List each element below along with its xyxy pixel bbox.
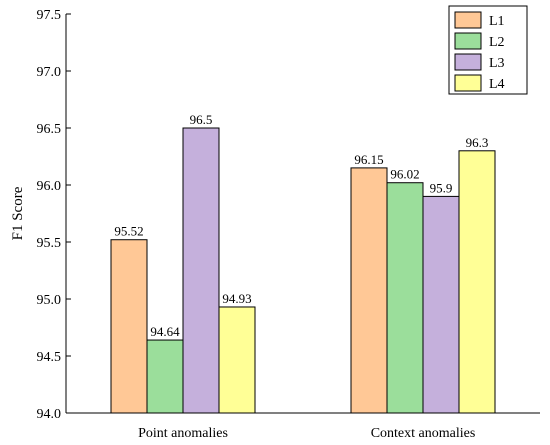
legend-swatch-l2 — [454, 32, 482, 50]
legend-label-l3: L3 — [489, 56, 505, 71]
data-label: 96.15 — [354, 152, 383, 167]
legend-swatch-l1 — [454, 11, 482, 29]
bar-l4-0 — [218, 306, 256, 414]
y-tick-label: 97.5 — [37, 8, 62, 23]
y-tick-label: 95.0 — [37, 293, 62, 308]
y-tick-label: 94.0 — [37, 407, 62, 422]
x-axis-ticks: Point anomalies Context anomalies — [138, 408, 475, 441]
x-tick-label: Context anomalies — [371, 426, 476, 441]
y-tick-label: 96.0 — [37, 179, 62, 194]
data-label: 94.64 — [150, 324, 180, 339]
legend-swatch-l4 — [454, 74, 482, 92]
data-label: 96.02 — [390, 167, 419, 182]
y-axis-ticks: 94.0 94.5 95.0 95.5 96.0 96.5 97.0 97.5 — [37, 8, 71, 422]
bar-l1-1 — [350, 167, 388, 414]
bar-l3-0 — [182, 127, 220, 414]
data-label: 96.5 — [190, 112, 213, 127]
data-label: 94.93 — [222, 291, 251, 306]
bar-l1-0 — [110, 239, 148, 414]
legend: L1 L2 L3 L4 — [448, 5, 528, 95]
bar-l2-0 — [146, 339, 184, 414]
legend-label-l4: L4 — [489, 77, 505, 92]
data-label: 96.3 — [466, 135, 489, 150]
y-tick-label: 94.5 — [37, 350, 62, 365]
legend-label-l1: L1 — [489, 14, 505, 29]
y-tick-label: 96.5 — [37, 122, 62, 137]
y-tick-label: 95.5 — [37, 236, 62, 251]
legend-label-l2: L2 — [489, 35, 505, 50]
bar-l2-1 — [386, 182, 424, 414]
data-labels: 95.52 96.15 94.64 96.02 96.5 95.9 94.93 96.3 — [114, 112, 488, 339]
axes — [65, 14, 540, 414]
data-label: 95.9 — [430, 180, 453, 195]
bar-l4-1 — [458, 150, 496, 414]
bars — [110, 127, 496, 414]
legend-swatch-l3 — [454, 53, 482, 71]
y-axis-title: F1 Score — [10, 186, 26, 240]
x-tick-label: Point anomalies — [138, 426, 228, 441]
data-label: 95.52 — [114, 224, 143, 239]
y-tick-label: 97.0 — [37, 65, 62, 80]
bar-l3-1 — [422, 195, 460, 414]
